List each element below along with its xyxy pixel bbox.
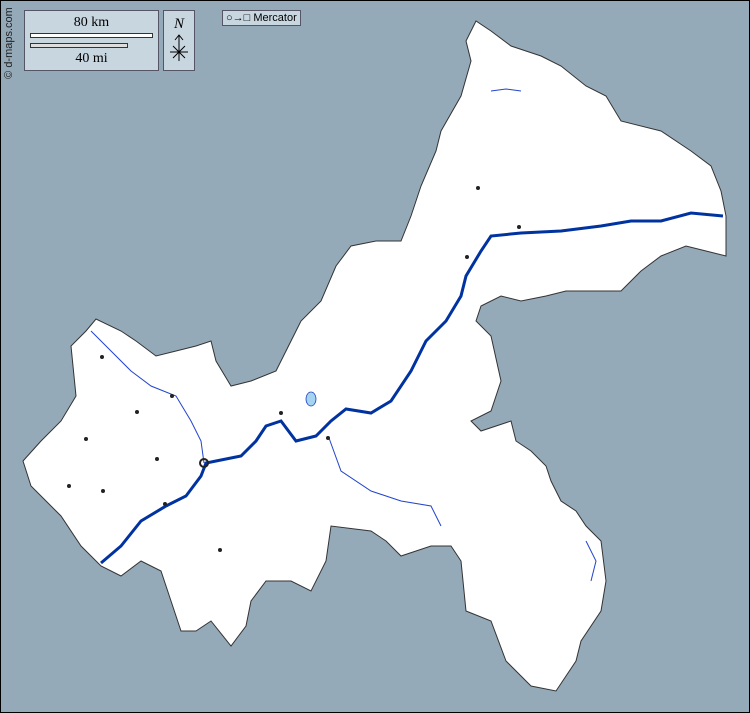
scale-km-label: 80 km bbox=[73, 15, 110, 30]
north-indicator: N bbox=[163, 10, 195, 71]
credit: © d-maps.com bbox=[2, 7, 15, 79]
city-marker bbox=[279, 411, 283, 415]
city-marker bbox=[100, 355, 104, 359]
region-land bbox=[22, 20, 727, 692]
scale-mi-bar bbox=[30, 43, 128, 48]
city-marker bbox=[517, 225, 521, 229]
city-marker bbox=[135, 410, 139, 414]
lake bbox=[305, 391, 317, 407]
city-marker bbox=[101, 489, 105, 493]
capital-marker bbox=[199, 458, 209, 468]
city-marker bbox=[155, 457, 159, 461]
city-marker bbox=[163, 502, 167, 506]
yangtze-river bbox=[100, 211, 724, 565]
circle-to-square-icon: ○→□ bbox=[226, 12, 251, 24]
scale-km-bar bbox=[30, 33, 153, 38]
north-label: N bbox=[173, 16, 184, 32]
city-marker bbox=[476, 186, 480, 190]
city-marker bbox=[67, 484, 71, 488]
city-marker bbox=[170, 394, 174, 398]
scale-bar: 80 km 40 mi bbox=[24, 10, 159, 71]
city-marker bbox=[326, 436, 330, 440]
minor-rivers bbox=[90, 88, 597, 582]
city-marker bbox=[465, 255, 469, 259]
scale-mi-label: 40 mi bbox=[75, 51, 108, 66]
city-marker bbox=[84, 437, 88, 441]
north-arrow-icon bbox=[170, 34, 188, 61]
projection-label: ○→□ Mercator bbox=[222, 10, 301, 26]
city-marker bbox=[218, 548, 222, 552]
cities bbox=[67, 186, 521, 552]
